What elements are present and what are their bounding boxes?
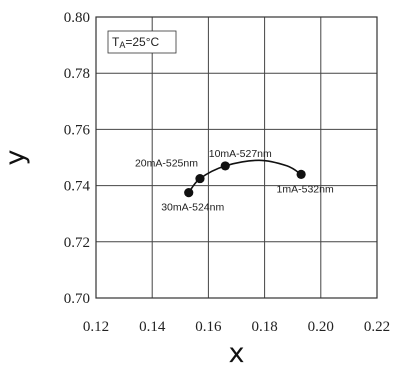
point-label: 10mA-527nm: [209, 148, 272, 160]
y-tick-label: 0.72: [64, 235, 90, 251]
y-tick-label: 0.70: [64, 291, 90, 307]
point-label: 1mA-532nm: [277, 183, 334, 195]
y-tick-label: 0.76: [64, 122, 91, 138]
y-tick-label: 0.74: [64, 179, 91, 195]
x-axis-title: x: [229, 338, 245, 367]
y-axis-title: y: [0, 149, 31, 165]
data-point: [296, 169, 306, 179]
plot-frame: [95, 16, 378, 299]
point-label: 30mA-524nm: [161, 202, 224, 214]
data-points: [184, 161, 306, 198]
y-tick-labels: 0.70 0.72 0.74 0.76 0.78 0.80: [64, 10, 91, 307]
x-tick-label: 0.16: [195, 319, 222, 335]
x-tick-label: 0.18: [251, 319, 277, 335]
data-point: [195, 173, 205, 184]
y-tick-label: 0.78: [64, 66, 90, 82]
x-tick-label: 0.12: [83, 319, 109, 335]
y-tick-label: 0.80: [64, 10, 90, 26]
data-point: [184, 188, 194, 198]
x-tick-label: 0.22: [364, 319, 390, 335]
condition-box: TA=25°C: [107, 30, 177, 54]
x-tick-label: 0.14: [139, 319, 166, 335]
condition-label: TA=25°C: [112, 35, 160, 50]
x-tick-labels: 0.12 0.14 0.16 0.18 0.20 0.22: [83, 319, 390, 335]
grid-lines: [96, 17, 377, 298]
x-tick-label: 0.20: [308, 319, 334, 335]
point-label: 20mA-525nm: [135, 158, 198, 170]
data-point: [220, 161, 230, 171]
point-labels: 30mA-524nm 20mA-525nm 10mA-527nm 1mA-532nm: [135, 148, 334, 214]
